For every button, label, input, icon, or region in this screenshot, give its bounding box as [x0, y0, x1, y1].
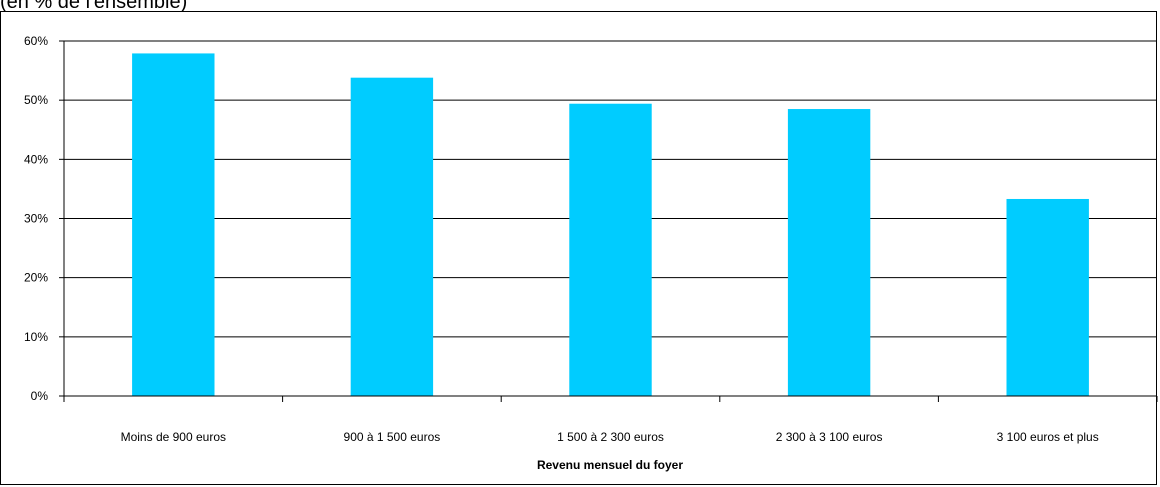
y-tick-labels: 0% 10% 20% 30% 40% 50% 60% [24, 34, 48, 403]
bar [1006, 199, 1088, 396]
y-tick-label: 40% [24, 152, 48, 166]
bar [132, 53, 214, 396]
bar [569, 104, 651, 396]
y-tick-label: 20% [24, 271, 48, 285]
x-tick-label: 900 à 1 500 euros [344, 430, 441, 444]
x-tick-label: 1 500 à 2 300 euros [557, 430, 664, 444]
y-tick-label: 60% [24, 34, 48, 48]
x-tick-label: 3 100 euros et plus [997, 430, 1099, 444]
x-tick-labels: Moins de 900 euros 900 à 1 500 euros 1 500… [121, 430, 1099, 444]
bars-group [132, 53, 1089, 396]
bar [788, 109, 870, 396]
x-axis-label: Revenu mensuel du foyer [537, 458, 683, 472]
y-tick-label: 0% [31, 389, 49, 403]
x-tick-label: Moins de 900 euros [121, 430, 226, 444]
y-tick-label: 10% [24, 330, 48, 344]
bar [351, 78, 433, 396]
y-tick-label: 30% [24, 212, 48, 226]
y-tick-label: 50% [24, 93, 48, 107]
x-tick-label: 2 300 à 3 100 euros [776, 430, 883, 444]
